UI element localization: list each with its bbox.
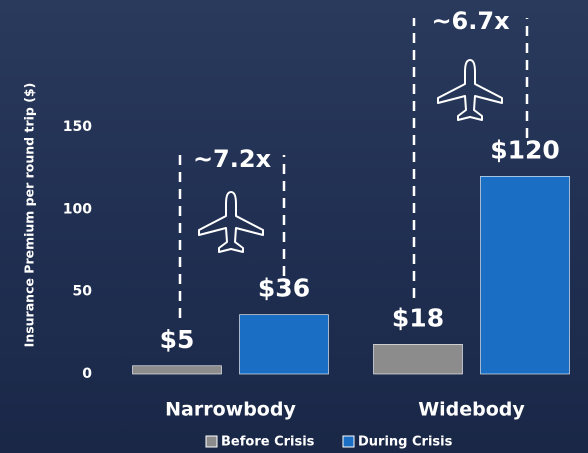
bar: [373, 344, 463, 375]
y-axis-label: Insurance Premium per round trip ($): [22, 83, 37, 348]
bar: [480, 176, 570, 375]
legend-swatch: [205, 435, 218, 448]
legend-label: During Crisis: [358, 435, 453, 450]
y-tick-label: 150: [63, 119, 92, 135]
value-label: $36: [258, 274, 310, 303]
x-tick-label: Widebody: [418, 399, 525, 421]
y-tick-label: 0: [82, 366, 92, 382]
value-label: $120: [490, 135, 560, 164]
y-tick-label: 50: [73, 284, 93, 300]
annotation: ~7.2x: [193, 145, 272, 173]
annotation: ~6.7x: [431, 7, 510, 35]
bar: [132, 365, 222, 375]
value-label: $5: [160, 325, 195, 354]
legend-swatch: [342, 435, 355, 448]
x-tick-label: Narrowbody: [165, 399, 296, 421]
value-label: $18: [392, 303, 444, 332]
y-tick-label: 100: [63, 201, 92, 217]
bar: [239, 314, 329, 375]
legend-label: Before Crisis: [221, 435, 315, 450]
